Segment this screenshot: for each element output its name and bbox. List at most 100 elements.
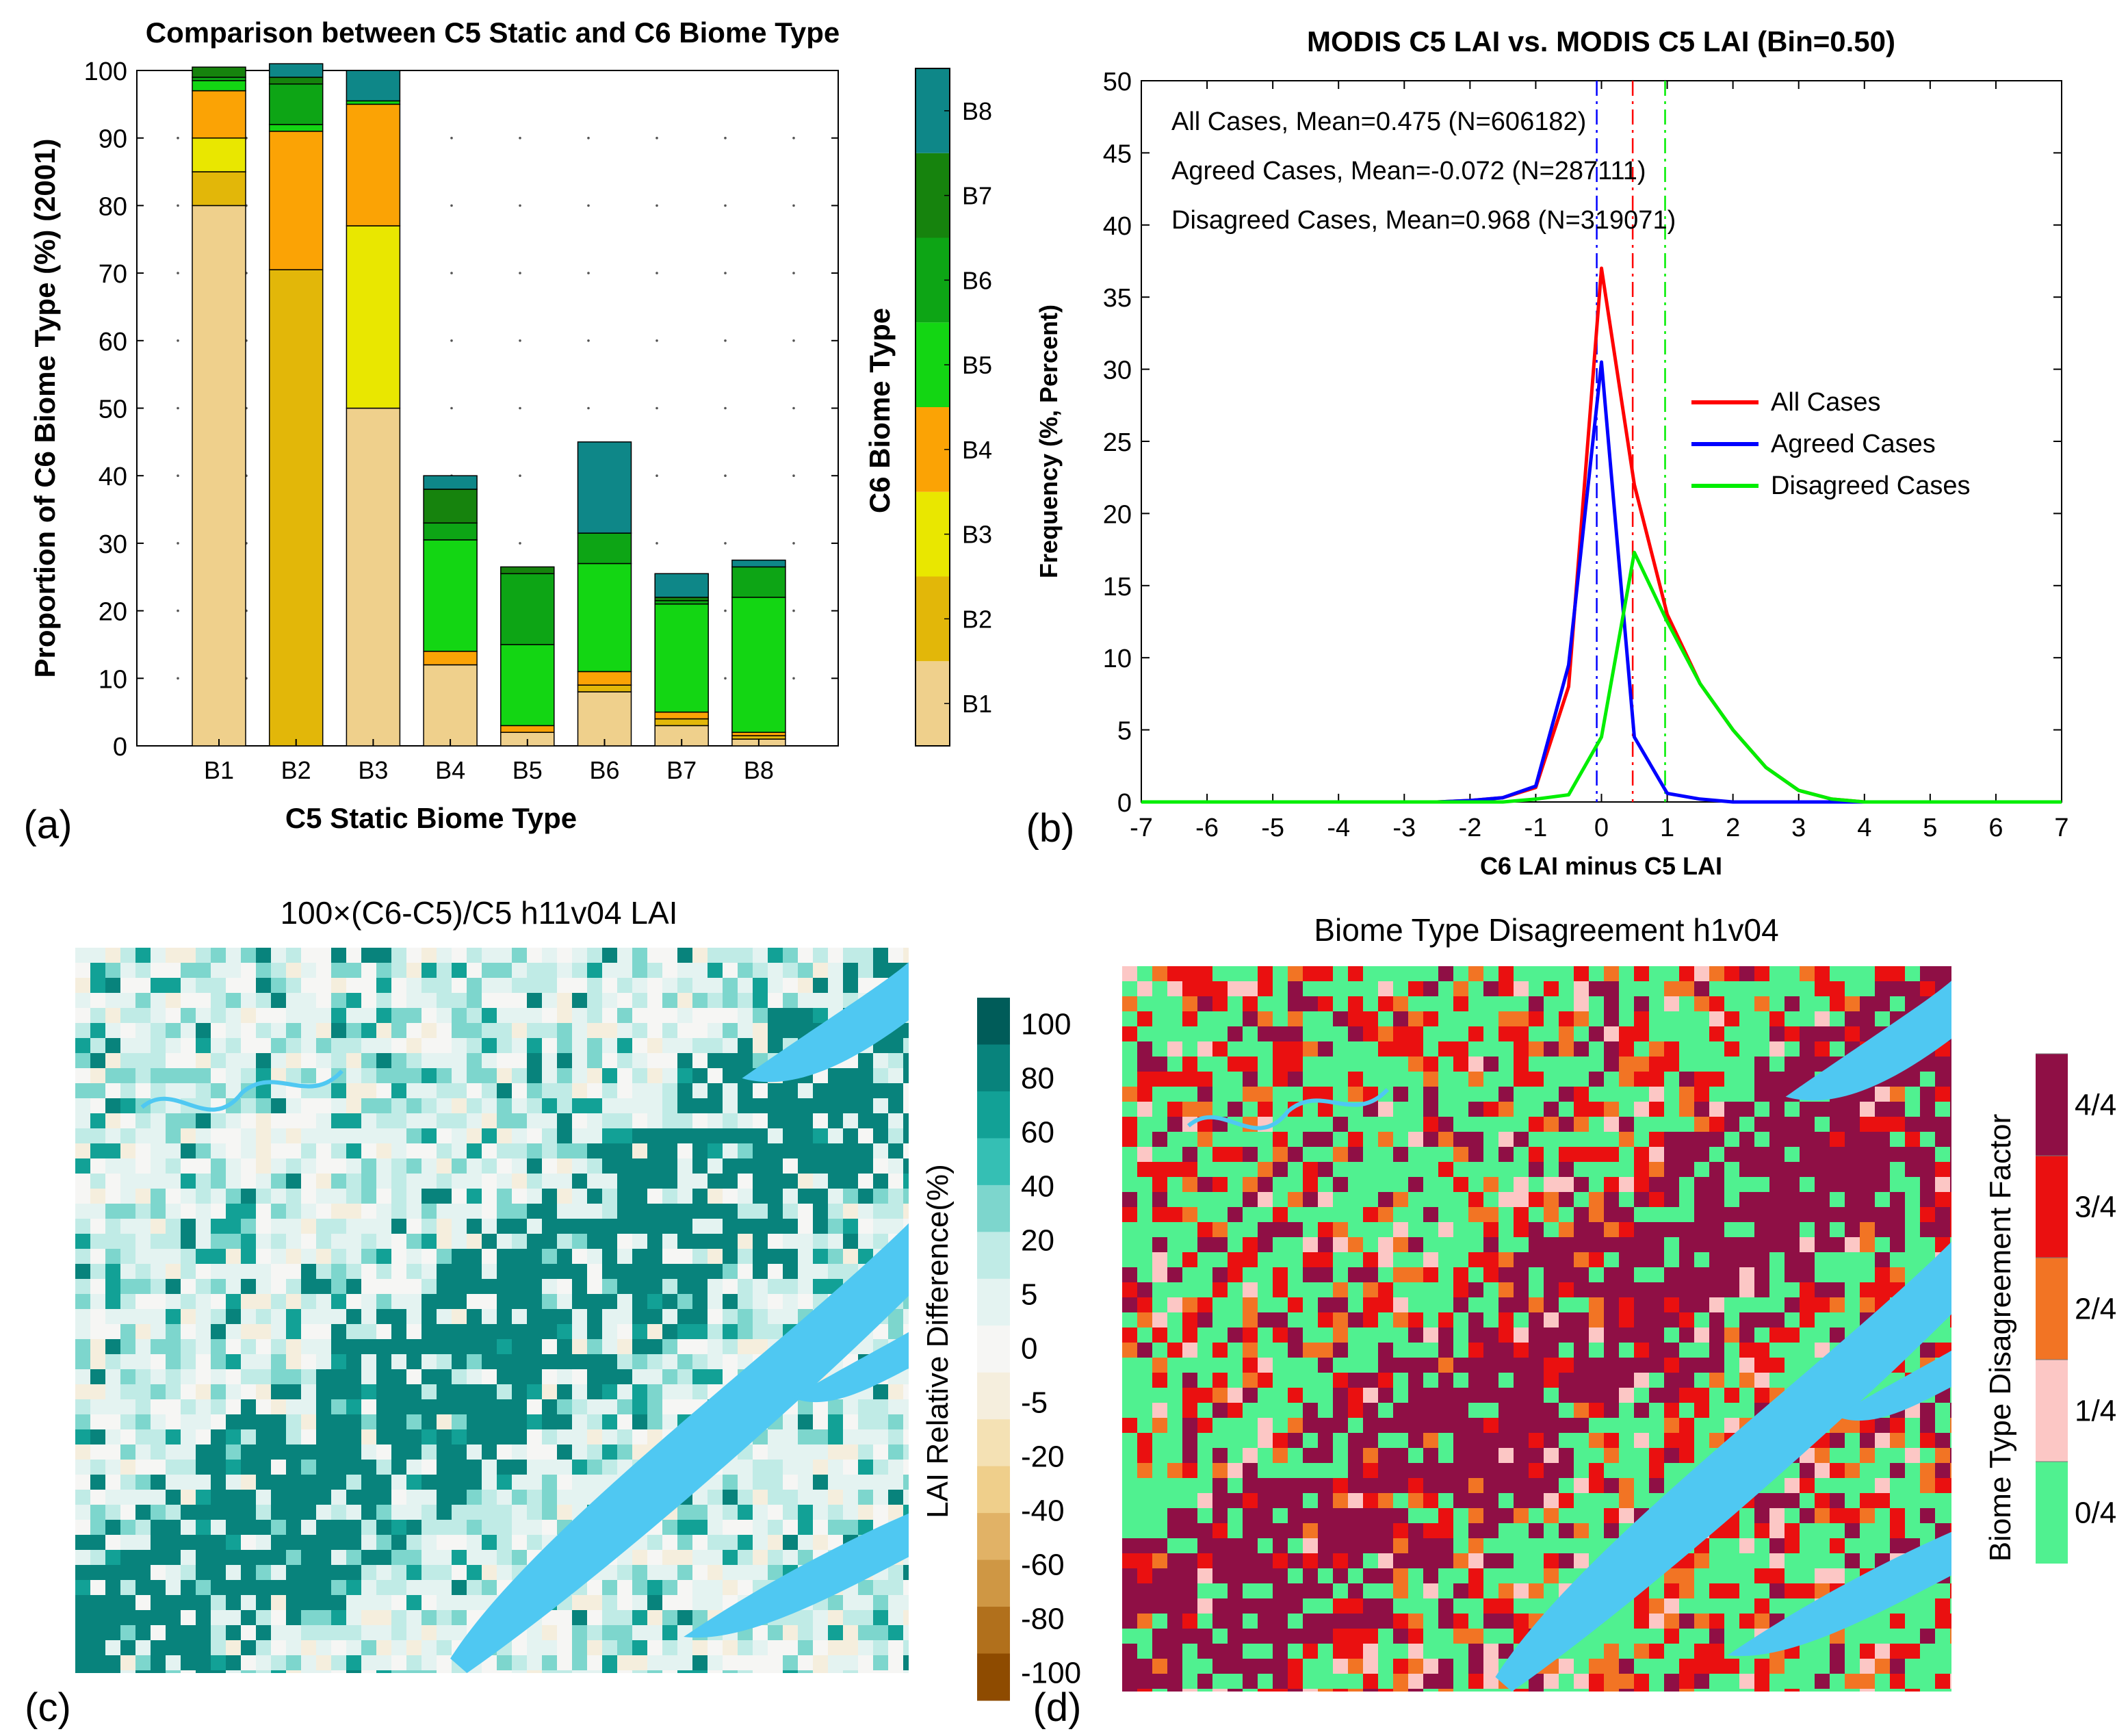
map-cell: [391, 1444, 406, 1460]
map-cell: [482, 1234, 497, 1249]
colorbar-title: LAI Relative Difference(%): [921, 1164, 955, 1518]
map-cell: [1935, 966, 1950, 981]
map-cell: [557, 1204, 572, 1219]
map-cell: [241, 1309, 256, 1324]
map-cell: [316, 1490, 331, 1505]
map-cell: [482, 1189, 497, 1204]
map-cell: [1182, 981, 1197, 996]
map-cell: [135, 978, 151, 993]
map-cell: [1860, 996, 1875, 1011]
map-cell: [1483, 1463, 1498, 1478]
map-cell: [1318, 1282, 1333, 1297]
map-cell: [1438, 1418, 1453, 1433]
map-cell: [557, 1414, 572, 1429]
map-cell: [497, 1008, 512, 1023]
map-cell: [376, 1309, 391, 1324]
map-cell: [166, 1354, 181, 1369]
map-cell: [903, 1444, 909, 1460]
map-cell: [753, 1143, 768, 1158]
map-cell: [1483, 1072, 1498, 1087]
map-cell: [346, 1053, 361, 1068]
map-cell: [1544, 1373, 1559, 1388]
map-cell: [105, 1520, 120, 1535]
map-cell: [692, 1023, 708, 1038]
map-cell: [692, 1339, 708, 1354]
map-cell: [151, 1610, 166, 1625]
map-cell: [346, 1444, 361, 1460]
map-cell: [1574, 1327, 1589, 1343]
map-cell: [1333, 1117, 1348, 1132]
map-cell: [1212, 1192, 1228, 1207]
map-cell: [1875, 1117, 1890, 1132]
map-cell: [738, 1670, 753, 1673]
map-cell: [1348, 1192, 1363, 1207]
map-cell: [90, 1610, 105, 1625]
map-cell: [1664, 1207, 1679, 1222]
map-cell: [406, 1339, 421, 1354]
map-cell: [647, 1580, 662, 1595]
map-cell: [1679, 1102, 1694, 1117]
map-cell: [105, 993, 120, 1008]
grid-dot: [724, 542, 727, 545]
map-cell: [512, 1219, 527, 1234]
map-cell: [361, 1053, 376, 1068]
map-cell: [1197, 1192, 1212, 1207]
map-cell: [617, 1369, 632, 1384]
map-cell: [1890, 966, 1905, 981]
map-cell: [1559, 981, 1574, 996]
map-cell: [1739, 1388, 1754, 1403]
map-cell: [1589, 1463, 1604, 1478]
map-cell: [798, 1158, 813, 1174]
map-cell: [903, 1595, 909, 1610]
map-cell: [361, 963, 376, 978]
map-cell: [1333, 1222, 1348, 1237]
map-cell: [662, 1520, 677, 1535]
map-cell: [1498, 1373, 1514, 1388]
map-cell: [1288, 1463, 1303, 1478]
map-cell: [587, 1354, 602, 1369]
map-cell: [873, 1128, 888, 1143]
map-cell: [1664, 1327, 1679, 1343]
map-cell: [75, 1008, 90, 1023]
map-cell: [783, 963, 798, 978]
map-cell: [512, 1670, 527, 1673]
map-cell: [1724, 1343, 1739, 1358]
map-cell: [798, 1610, 813, 1625]
map-cell: [753, 1339, 768, 1354]
map-cell: [692, 1490, 708, 1505]
map-cell: [888, 1429, 903, 1444]
map-cell: [708, 1640, 723, 1655]
map-cell: [1649, 1343, 1664, 1358]
map-cell: [527, 1264, 542, 1279]
map-cell: [1935, 1162, 1950, 1177]
map-cell: [376, 1068, 391, 1083]
map-cell: [1333, 1087, 1348, 1102]
map-cell: [301, 1354, 316, 1369]
map-cell: [226, 1655, 241, 1670]
map-cell: [196, 1189, 211, 1204]
map-cell: [361, 1444, 376, 1460]
map-cell: [512, 1083, 527, 1098]
map-cell: [692, 1565, 708, 1580]
map-cell: [1815, 996, 1830, 1011]
map-cell: [1137, 1297, 1152, 1312]
map-cell: [1634, 966, 1649, 981]
map-cell: [1137, 1463, 1152, 1478]
map-cell: [632, 963, 647, 978]
map-cell: [692, 1294, 708, 1309]
map-cell: [1604, 1177, 1619, 1192]
map-cell: [873, 1610, 888, 1625]
map-cell: [406, 1309, 421, 1324]
map-cell: [692, 1505, 708, 1520]
map-cell: [1739, 1072, 1754, 1087]
map-cell: [1273, 1327, 1288, 1343]
map-cell: [226, 993, 241, 1008]
map-cell: [241, 1505, 256, 1520]
map-cell: [1709, 1041, 1724, 1057]
map-cell: [1363, 981, 1378, 996]
map-cell: [361, 1219, 376, 1234]
map-cell: [135, 1595, 151, 1610]
map-cell: [572, 1083, 587, 1098]
map-cell: [166, 1625, 181, 1640]
map-cell: [587, 1264, 602, 1279]
